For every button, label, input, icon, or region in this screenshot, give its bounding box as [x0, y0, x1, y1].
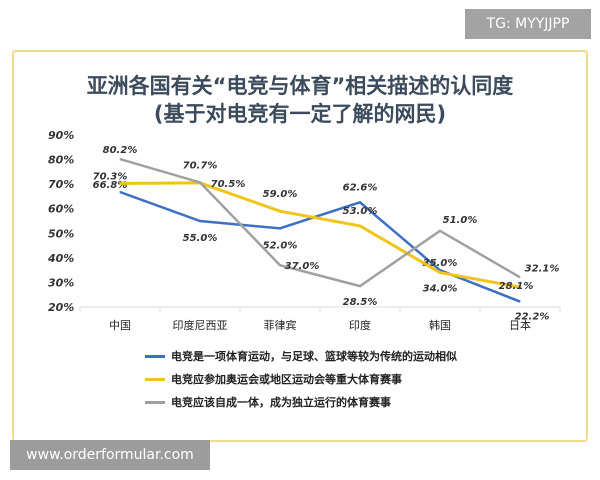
watermark-top: TG: MYYJJPP: [465, 9, 591, 39]
y-tick-label: 20%: [48, 301, 74, 314]
y-tick-label: 30%: [48, 276, 74, 289]
data-label: 51.0%: [443, 215, 478, 226]
data-label: 53.0%: [343, 206, 378, 217]
legend-label: 电竞应参加奥运会或地区运动会等重大体育赛事: [171, 373, 402, 386]
y-tick-label: 90%: [48, 129, 74, 142]
data-label: 62.6%: [343, 182, 378, 193]
data-label: 32.1%: [525, 263, 560, 274]
data-label: 70.7%: [183, 160, 218, 171]
data-label: 55.0%: [183, 233, 218, 244]
legend-swatch: [145, 400, 165, 404]
data-point: [519, 301, 521, 303]
data-point: [439, 230, 441, 232]
legend-item: 电竞应参加奥运会或地区运动会等重大体育赛事: [145, 371, 402, 387]
legend-item: 电竞是一项体育运动，与足球、篮球等较为传统的运动相似: [145, 348, 457, 364]
data-label: 59.0%: [263, 189, 298, 200]
x-tick-label: 印度尼西亚: [173, 318, 228, 332]
y-tick-label: 40%: [47, 252, 74, 265]
data-point: [279, 227, 281, 229]
data-label: 52.0%: [263, 240, 298, 251]
data-label: 34.0%: [423, 284, 458, 295]
x-tick-label: 中国: [109, 319, 131, 332]
data-label: 28.1%: [499, 281, 534, 292]
chart-card: [12, 50, 588, 442]
data-point: [279, 264, 281, 266]
x-tick-label: 韩国: [429, 318, 451, 332]
data-label: 37.0%: [285, 261, 320, 272]
legend-label: 电竞应该自成一体，成为独立运行的体育赛事: [171, 396, 391, 409]
chart-title: 亚洲各国有关“电竞与体育”相关描述的认同度: [86, 74, 514, 98]
data-point: [199, 181, 201, 183]
data-point: [359, 225, 361, 227]
data-point: [119, 191, 121, 193]
data-point: [439, 272, 441, 274]
series-line: [119, 181, 521, 289]
data-point: [439, 269, 441, 271]
x-tick-label: 日本: [509, 318, 531, 332]
data-label: 66.8%: [93, 180, 128, 191]
legend-swatch: [145, 354, 165, 358]
data-point: [519, 276, 521, 278]
y-tick-label: 50%: [48, 227, 74, 240]
legend-item: 电竞应该自成一体，成为独立运行的体育赛事: [145, 394, 391, 410]
y-tick-label: 60%: [48, 203, 74, 216]
data-label: 70.5%: [211, 179, 246, 190]
data-label: 22.2%: [515, 312, 550, 323]
data-label: 28.5%: [343, 297, 378, 308]
y-tick-label: 80%: [48, 154, 74, 167]
data-point: [119, 182, 121, 184]
series-line: [119, 157, 521, 288]
series-line: [119, 190, 521, 303]
data-label: 35.0%: [423, 258, 458, 269]
data-point: [359, 285, 361, 287]
data-label: 70.3%: [93, 171, 128, 182]
data-point: [119, 158, 121, 160]
data-label: 80.2%: [103, 145, 138, 156]
data-point: [279, 210, 281, 212]
y-tick-label: 70%: [48, 178, 74, 191]
watermark-bottom: www.orderformular.com: [10, 440, 210, 470]
data-point: [359, 201, 361, 203]
data-point: [199, 220, 201, 222]
legend-swatch: [145, 377, 165, 381]
data-point: [519, 286, 521, 288]
chart-subtitle: (基于对电竞有一定了解的网民): [153, 102, 447, 126]
legend-label: 电竞是一项体育运动，与足球、篮球等较为传统的运动相似: [171, 350, 457, 363]
x-tick-label: 印度: [349, 318, 371, 332]
x-tick-label: 菲律宾: [264, 318, 297, 332]
